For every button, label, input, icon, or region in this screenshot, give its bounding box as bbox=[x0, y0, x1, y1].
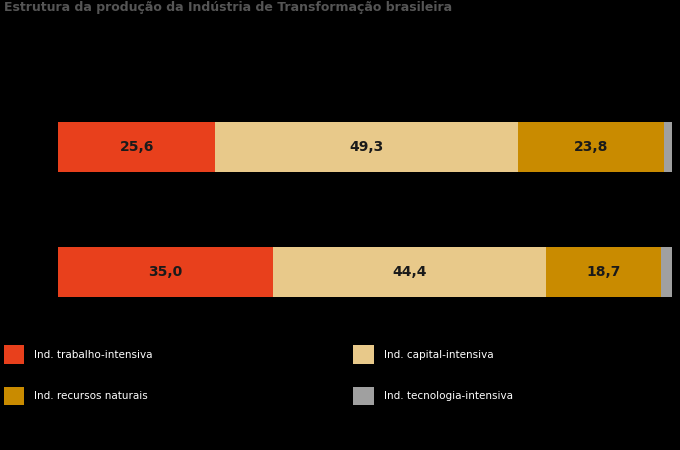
FancyBboxPatch shape bbox=[4, 387, 24, 405]
Bar bbox=[518, 122, 664, 172]
Text: 35,0: 35,0 bbox=[148, 265, 182, 279]
FancyBboxPatch shape bbox=[4, 345, 24, 364]
Text: 25,6: 25,6 bbox=[120, 140, 154, 154]
Text: Ind. capital-intensiva: Ind. capital-intensiva bbox=[384, 350, 493, 360]
Bar bbox=[58, 247, 273, 297]
Text: Estrutura da produção da Indústria de Transformação brasileira: Estrutura da produção da Indústria de Tr… bbox=[4, 1, 452, 14]
Bar bbox=[546, 247, 661, 297]
Bar bbox=[664, 122, 673, 172]
Text: 23,8: 23,8 bbox=[574, 140, 609, 154]
Text: Ind. trabalho-intensiva: Ind. trabalho-intensiva bbox=[35, 350, 153, 360]
Text: Ind. tecnologia-intensiva: Ind. tecnologia-intensiva bbox=[384, 391, 513, 401]
FancyBboxPatch shape bbox=[354, 387, 373, 405]
Bar bbox=[216, 122, 518, 172]
Text: 49,3: 49,3 bbox=[350, 140, 384, 154]
Text: 44,4: 44,4 bbox=[392, 265, 426, 279]
Bar bbox=[661, 247, 673, 297]
Text: 18,7: 18,7 bbox=[586, 265, 621, 279]
Text: Ind. recursos naturais: Ind. recursos naturais bbox=[35, 391, 148, 401]
Bar bbox=[58, 122, 216, 172]
Bar bbox=[273, 247, 546, 297]
FancyBboxPatch shape bbox=[354, 345, 373, 364]
